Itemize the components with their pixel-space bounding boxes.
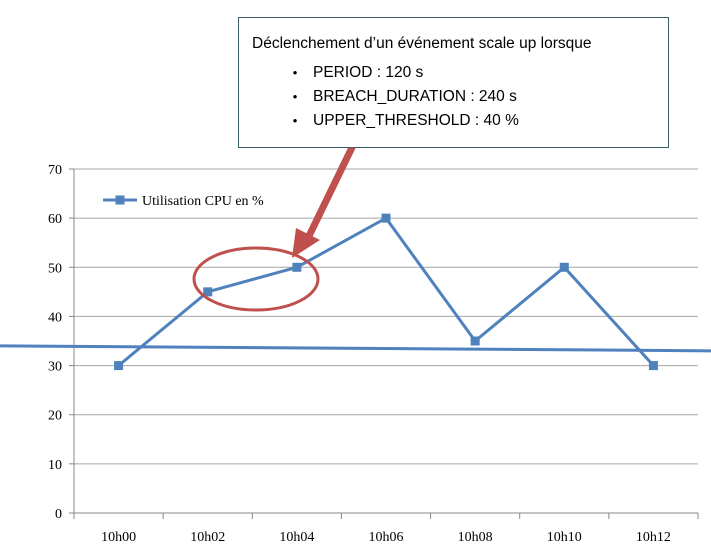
data-point <box>648 361 658 371</box>
callout-item-text: UPPER_THRESHOLD : 40 % <box>313 112 519 129</box>
callout-item: • UPPER_THRESHOLD : 40 % <box>289 109 519 133</box>
x-tick-label: 10h08 <box>458 530 493 545</box>
bullet-icon: • <box>292 65 298 80</box>
x-tick-label: 10h00 <box>101 530 136 545</box>
gridlines <box>69 168 698 514</box>
data-point <box>292 262 302 272</box>
data-point <box>470 336 480 346</box>
y-tick-label: 0 <box>55 507 62 522</box>
y-tick-label: 60 <box>48 212 62 227</box>
data-point <box>203 287 213 297</box>
arrow-shaft <box>305 129 364 238</box>
callout-item-text: PERIOD : 120 s <box>313 64 424 81</box>
x-tick-label: 10h10 <box>547 530 582 545</box>
legend-marker-swatch <box>115 195 125 205</box>
x-tick-label: 10h04 <box>279 530 314 545</box>
x-tick-label: 10h06 <box>369 530 404 545</box>
x-tick-label: 10h02 <box>190 530 225 545</box>
data-point <box>381 213 391 223</box>
legend-label: Utilisation CPU en % <box>142 194 264 209</box>
axes <box>73 169 699 519</box>
data-point <box>114 361 124 371</box>
callout-list: • PERIOD : 120 s • BREACH_DURATION : 240 s… <box>289 61 519 133</box>
bullet-icon: • <box>292 89 298 104</box>
threshold-line <box>0 344 711 353</box>
callout-item: • BREACH_DURATION : 240 s <box>289 85 519 109</box>
annotation-callout: Déclenchement d’un événement scale up lo… <box>238 17 669 148</box>
legend: Utilisation CPU en % <box>103 194 264 209</box>
y-tick-label: 20 <box>48 409 62 424</box>
annotation-arrow <box>292 129 364 258</box>
data-point <box>559 262 569 272</box>
y-tick-label: 50 <box>48 261 62 276</box>
highlight-ellipse <box>192 246 320 312</box>
series-cpu <box>114 213 658 371</box>
x-tick-label: 10h12 <box>636 530 671 545</box>
y-tick-label: 70 <box>48 163 62 178</box>
y-tick-label: 40 <box>48 310 62 325</box>
y-tick-label: 30 <box>48 360 62 375</box>
y-tick-labels: 0 10 20 30 40 50 60 70 <box>48 163 62 522</box>
arrow-head <box>292 228 320 258</box>
callout-title: Déclenchement d’un événement scale up lo… <box>252 35 592 52</box>
y-tick-label: 10 <box>48 458 62 473</box>
callout-item-text: BREACH_DURATION : 240 s <box>313 88 517 105</box>
bullet-icon: • <box>292 113 298 128</box>
callout-item: • PERIOD : 120 s <box>289 61 519 85</box>
x-tick-labels: 10h00 10h02 10h04 10h06 10h08 10h10 10h12 <box>101 530 671 545</box>
